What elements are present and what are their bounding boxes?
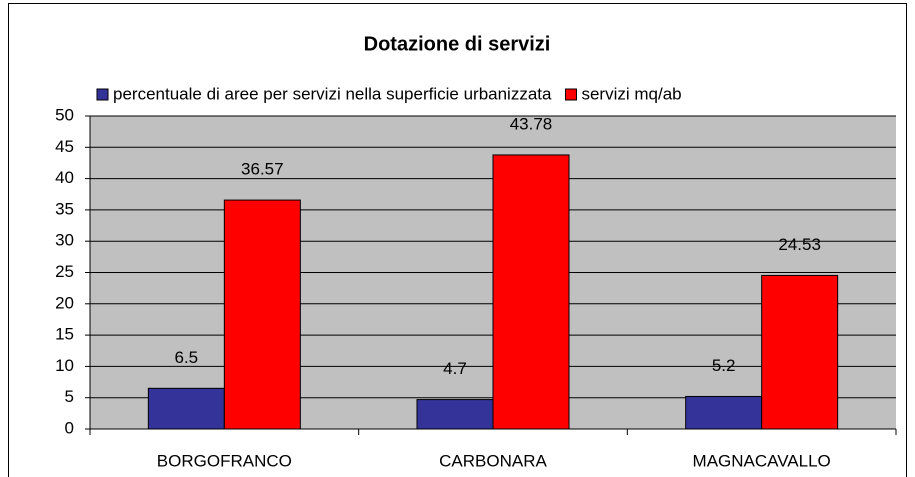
y-tick-label: 50 xyxy=(55,105,74,124)
y-tick-label: 0 xyxy=(65,418,74,437)
legend-swatch xyxy=(564,88,577,101)
y-tick-label: 10 xyxy=(55,356,74,375)
chart-border xyxy=(8,3,907,477)
data-label: 43.78 xyxy=(510,114,553,133)
data-label: 24.53 xyxy=(778,235,821,254)
y-tick-label: 15 xyxy=(55,325,74,344)
data-label: 4.7 xyxy=(443,359,467,378)
y-tick-label: 5 xyxy=(65,387,74,406)
legend-label: percentuale di aree per servizi nella su… xyxy=(113,84,552,103)
data-label: 36.57 xyxy=(241,160,284,179)
data-label: 5.2 xyxy=(712,356,736,375)
y-tick-label: 35 xyxy=(55,199,74,218)
y-tick-label: 40 xyxy=(55,168,74,187)
bar xyxy=(223,199,301,430)
bar xyxy=(147,387,225,430)
x-tick-label: BORGOFRANCO xyxy=(157,451,292,470)
data-label: 6.5 xyxy=(175,348,199,367)
legend-swatch xyxy=(96,88,109,101)
y-tick-label: 25 xyxy=(55,262,74,281)
legend-label: servizi mq/ab xyxy=(581,84,681,103)
bar xyxy=(761,274,839,430)
bar xyxy=(492,154,570,430)
y-tick-label: 45 xyxy=(55,137,74,156)
bar xyxy=(416,399,494,430)
bar xyxy=(685,395,763,430)
chart-title: Dotazione di servizi xyxy=(364,33,551,55)
y-tick-label: 20 xyxy=(55,293,74,312)
x-tick-label: CARBONARA xyxy=(439,451,547,470)
y-tick-label: 30 xyxy=(55,231,74,250)
x-tick-label: MAGNACAVALLO xyxy=(693,451,831,470)
